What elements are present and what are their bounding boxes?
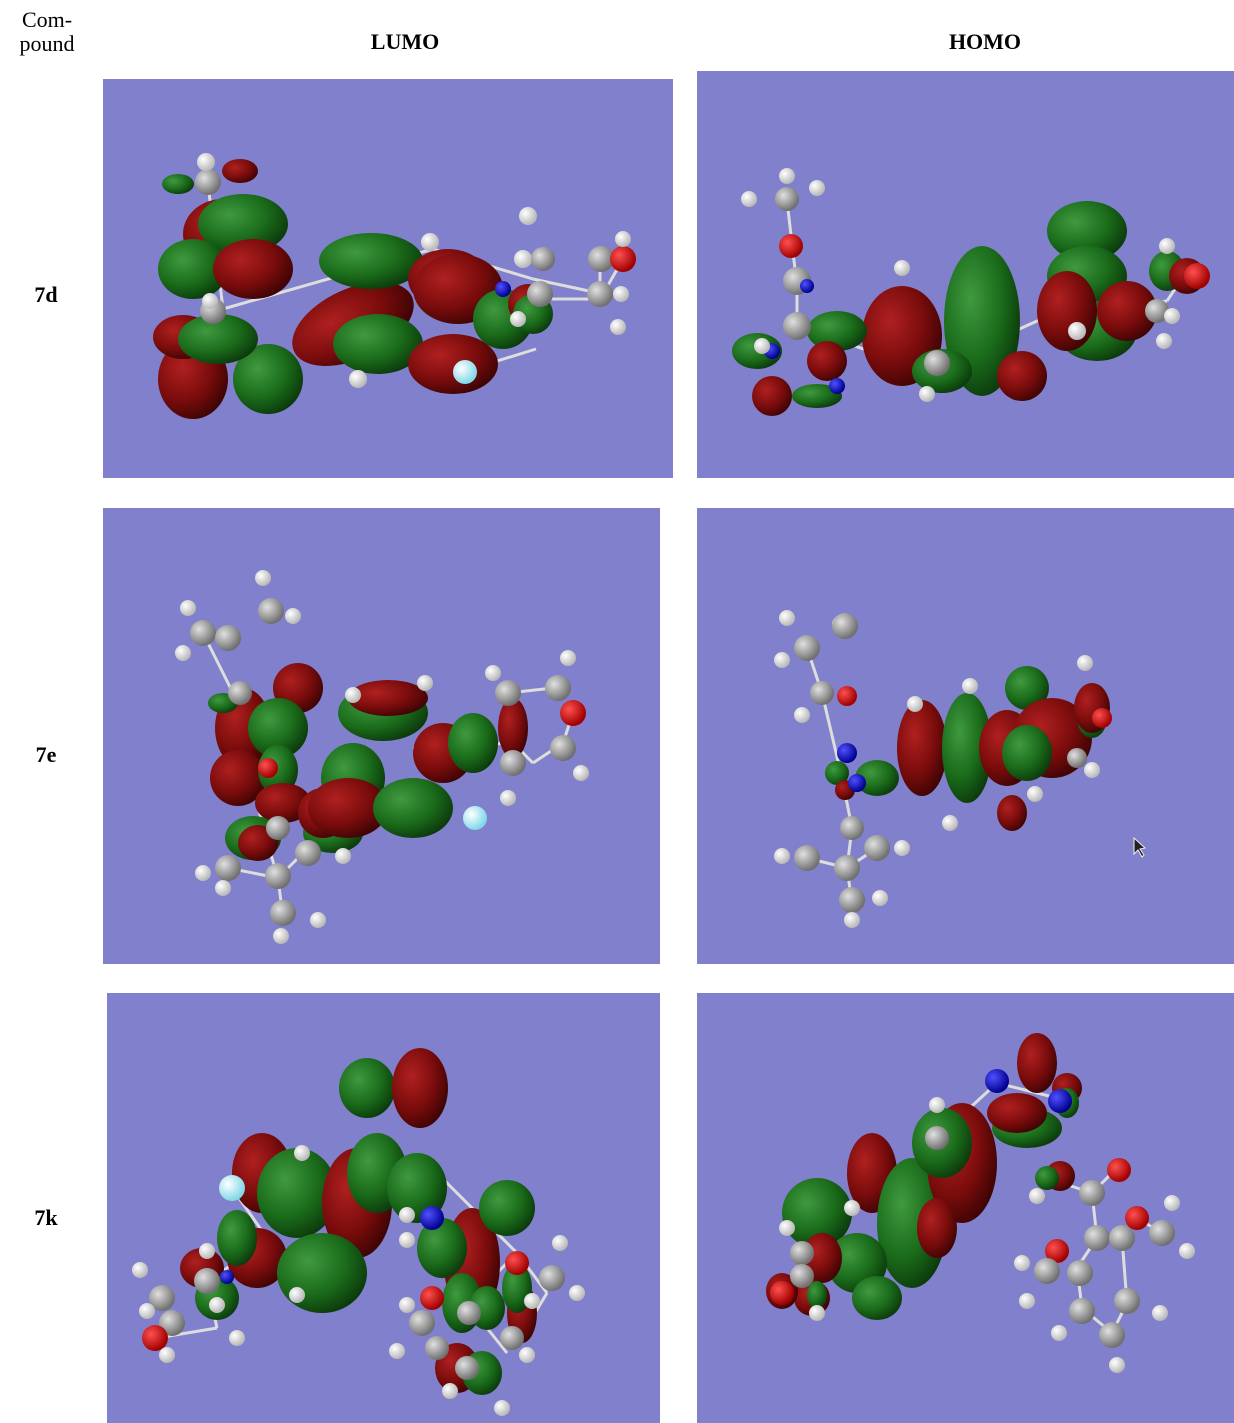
column-header-compound: Com- pound (19, 7, 75, 56)
mouse-cursor-icon (1133, 836, 1147, 858)
column-header-homo: HOMO (948, 29, 1022, 54)
compound-label-7k: 7k (34, 1205, 58, 1230)
orbital-image-7k-lumo (107, 993, 660, 1423)
orbital-image-7e-lumo (103, 508, 660, 964)
orbital-image-7k-homo (697, 993, 1234, 1423)
orbital-image-7d-lumo (103, 79, 673, 478)
orbital-image-7e-homo (697, 508, 1234, 964)
column-header-lumo: LUMO (370, 29, 440, 54)
compound-label-7d: 7d (34, 282, 58, 307)
orbital-image-7d-homo (697, 71, 1234, 478)
compound-label-7e: 7e (35, 742, 57, 767)
